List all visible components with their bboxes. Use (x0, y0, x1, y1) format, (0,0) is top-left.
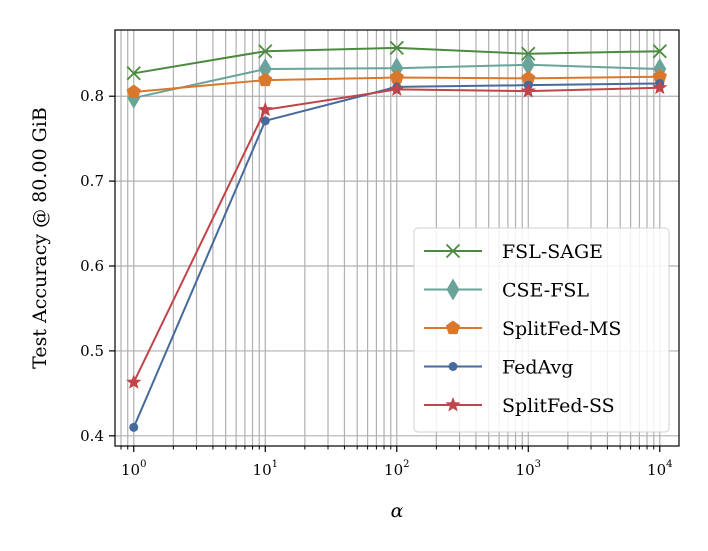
series-layer (126, 40, 668, 432)
legend-marker (445, 243, 461, 259)
x-tick-label: 100 (121, 459, 146, 479)
legend-item: CSE-FSL (424, 278, 589, 302)
legend-label: FSL-SAGE (502, 241, 603, 263)
legend-marker (445, 320, 461, 335)
data-point (260, 116, 270, 126)
legend-marker (448, 362, 458, 371)
legend-item: SplitFed-MS (424, 318, 621, 340)
legend-label: FedAvg (502, 357, 573, 379)
y-tick-label: 0.5 (80, 342, 104, 360)
tick-labels: 100 101 102 103 104 0.4 0.5 0.6 0.7 0.8 (80, 87, 672, 479)
data-point (126, 374, 142, 389)
y-tick-label: 0.7 (80, 172, 104, 190)
x-tick-label: 104 (647, 459, 672, 479)
data-point (652, 44, 667, 59)
y-axis-title: Test Accuracy @ 80.00 GiB (29, 107, 51, 369)
data-point (129, 422, 139, 432)
data-point (520, 83, 536, 98)
data-point (521, 53, 535, 76)
x-axis-title: α (391, 500, 404, 522)
legend-box (413, 227, 670, 433)
data-point (389, 81, 405, 96)
data-point (521, 70, 536, 85)
x-tick-label: 102 (384, 459, 409, 479)
legend-item: FSL-SAGE (424, 241, 603, 263)
x-tick-label: 103 (516, 459, 541, 479)
data-point (126, 66, 141, 81)
y-tick-label: 0.8 (80, 87, 104, 105)
legend-marker (446, 278, 460, 301)
data-point (257, 101, 273, 117)
data-point (126, 84, 141, 99)
data-point (652, 69, 667, 83)
data-point (389, 40, 404, 55)
series-splitfed-ms (126, 69, 667, 99)
data-point (521, 46, 536, 61)
data-point (258, 44, 273, 59)
series-fsl-sage (126, 40, 667, 81)
x-tick-label: 101 (253, 459, 278, 479)
data-point (652, 79, 668, 95)
data-point (258, 72, 273, 87)
data-point (389, 70, 404, 84)
y-tick-label: 0.6 (80, 257, 104, 275)
legend: FSL-SAGE CSE-FSL SplitFed-MS FedAvg SplitFed… (413, 227, 670, 433)
legend-marker (445, 397, 461, 412)
y-tick-label: 0.4 (80, 427, 104, 445)
legend-item: SplitFed-SS (424, 395, 615, 417)
legend-label: SplitFed-SS (502, 395, 615, 417)
legend-label: CSE-FSL (502, 280, 589, 302)
axis-ticks (109, 95, 661, 452)
series-splitfed-ss (126, 79, 668, 389)
legend-label: SplitFed-MS (502, 318, 621, 340)
data-point (258, 58, 272, 81)
legend-item: FedAvg (424, 357, 573, 379)
